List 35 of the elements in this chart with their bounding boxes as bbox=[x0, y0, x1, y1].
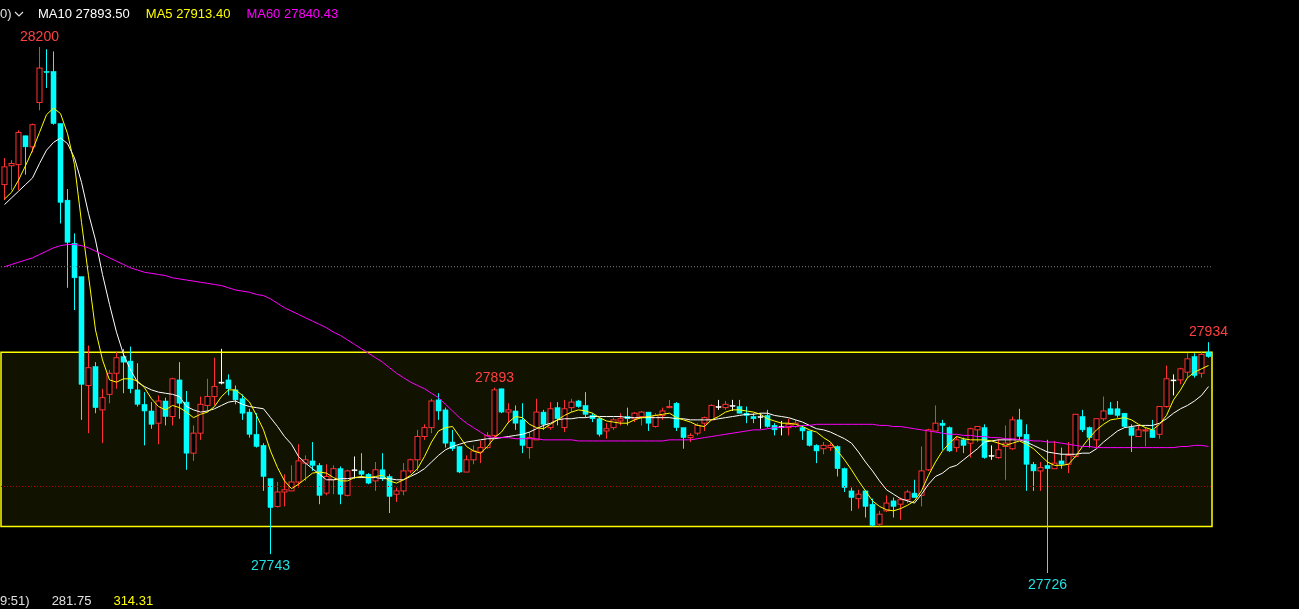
candlestick bbox=[351, 455, 358, 480]
text: MA60 27840.43 bbox=[246, 6, 339, 21]
candlestick bbox=[554, 401, 561, 426]
annotation: 27934 bbox=[1189, 323, 1229, 340]
candlestick bbox=[848, 487, 855, 512]
candlestick bbox=[1044, 439, 1051, 573]
candlestick bbox=[218, 348, 225, 385]
candlestick bbox=[939, 419, 946, 451]
candlestick bbox=[22, 135, 29, 176]
candlestick bbox=[155, 394, 162, 445]
text: 281.75 bbox=[51, 593, 92, 608]
candlestick bbox=[162, 397, 169, 426]
candlestick bbox=[890, 497, 897, 519]
candlestick bbox=[85, 345, 92, 434]
annotation: 28200 bbox=[20, 28, 60, 44]
candlestick bbox=[1170, 373, 1177, 396]
candlestick bbox=[99, 388, 106, 444]
annotation: 27893 bbox=[475, 368, 515, 385]
text: 314.31 bbox=[113, 593, 154, 608]
candlestick bbox=[498, 388, 505, 414]
candlestick bbox=[995, 438, 1002, 460]
annotation: 27743 bbox=[251, 557, 291, 574]
candlestick bbox=[1198, 351, 1205, 379]
candlestick bbox=[540, 409, 547, 431]
candlestick bbox=[1058, 447, 1065, 470]
text: 0) bbox=[0, 6, 12, 21]
text: MA5 27913.40 bbox=[145, 6, 231, 21]
annotation: 27726 bbox=[1028, 576, 1068, 592]
candlestick bbox=[855, 489, 862, 510]
candlestick bbox=[225, 373, 232, 396]
text: 9:51) bbox=[0, 593, 30, 608]
candlestick bbox=[988, 444, 995, 461]
text: MA10 27893.50 bbox=[38, 6, 130, 21]
candlestick bbox=[1128, 423, 1135, 453]
candlestick bbox=[1037, 461, 1044, 492]
